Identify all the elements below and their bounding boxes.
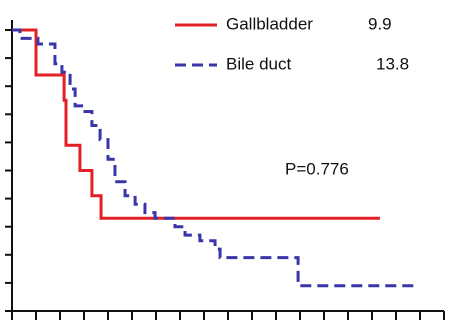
legend-median: 13.8 bbox=[376, 54, 409, 73]
legend-label: Gallbladder bbox=[226, 14, 313, 33]
survival-curve bbox=[12, 28, 380, 220]
legend-label: Bile duct bbox=[226, 54, 291, 73]
p-value: P=0.776 bbox=[285, 159, 349, 178]
survival-curve bbox=[12, 28, 415, 288]
legend-median: 9.9 bbox=[368, 14, 392, 33]
